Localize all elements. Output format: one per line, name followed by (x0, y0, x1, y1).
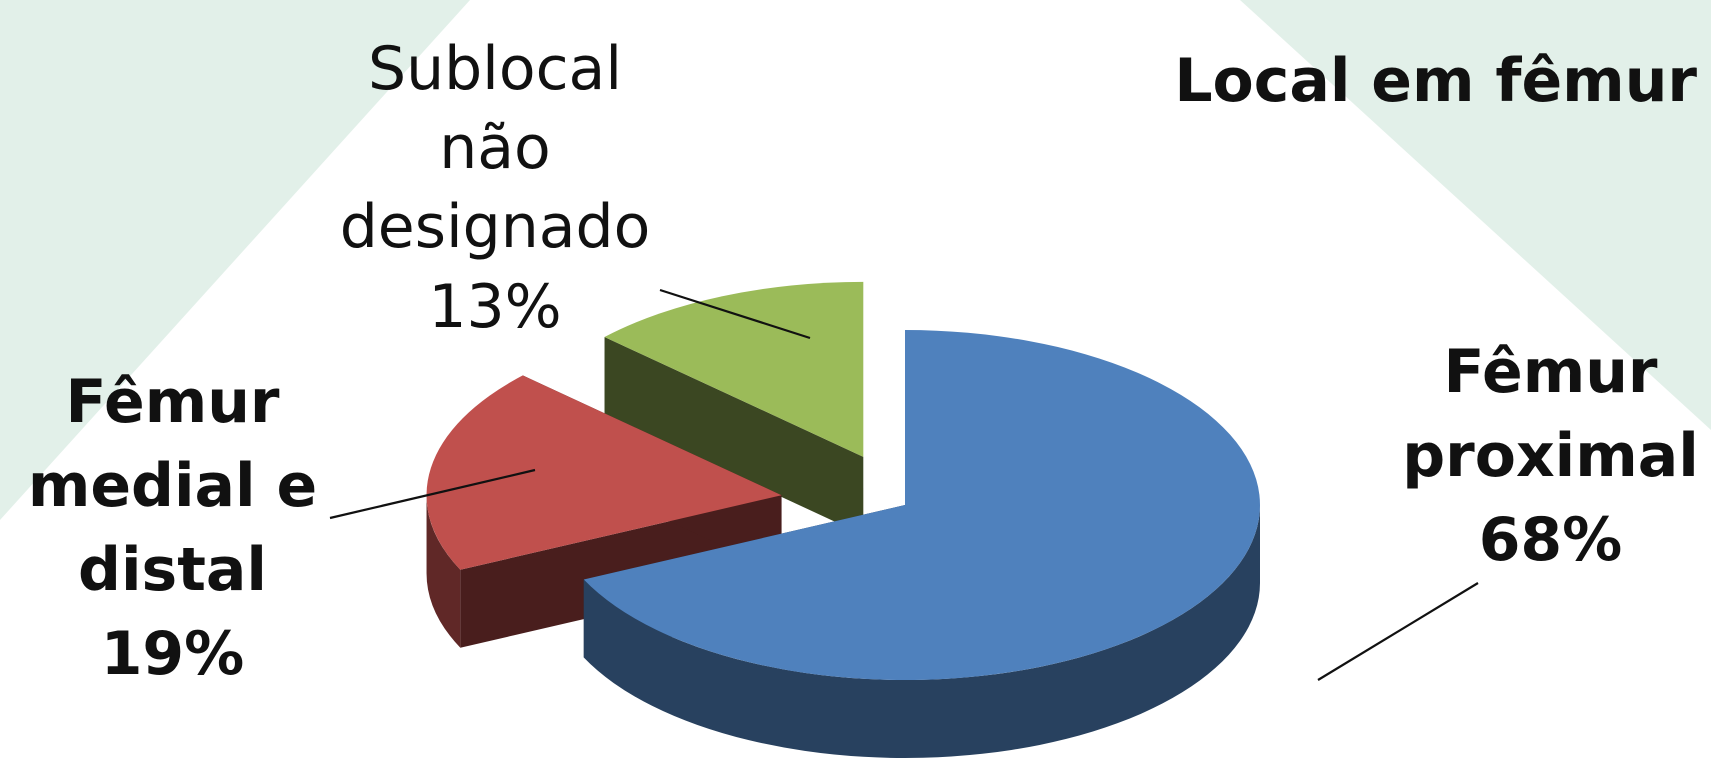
slice-label-proximal: Fêmur proximal 68% (1390, 330, 1711, 582)
leader-line (1317, 582, 1479, 681)
label-line: designado (339, 192, 651, 263)
slice-label-medial-distal: Fêmur medial e distal 19% (0, 360, 345, 696)
pie-slice (604, 281, 864, 535)
value-label: 68% (1478, 505, 1623, 575)
label-line: Sublocal (367, 34, 622, 104)
slice-rim (583, 505, 1260, 758)
value-label: 19% (100, 619, 245, 689)
label-line: Fêmur (65, 367, 280, 437)
slice-rim (426, 495, 461, 648)
chart-title: Local em fêmur (1174, 46, 1697, 116)
pie-slice (583, 330, 1261, 758)
background-band-left (0, 0, 470, 520)
leader-lines (329, 288, 1479, 681)
label-line: medial e (27, 451, 318, 521)
label-line: proximal (1402, 421, 1699, 491)
slice-top-face (426, 375, 782, 570)
slice-top-face (583, 330, 1261, 680)
slice-label-nao-designado: Sublocal não designado 13% (300, 30, 690, 347)
label-line: não (439, 113, 551, 184)
slice-top-face (604, 281, 864, 457)
leader-line (329, 468, 536, 520)
value-label: 13% (428, 271, 562, 342)
pie-slices (426, 281, 1261, 758)
label-line: Fêmur (1443, 337, 1658, 407)
background-band-right (1240, 0, 1711, 430)
slice-side-wall (604, 337, 864, 535)
label-line: distal (78, 535, 267, 605)
leader-line (659, 288, 811, 340)
